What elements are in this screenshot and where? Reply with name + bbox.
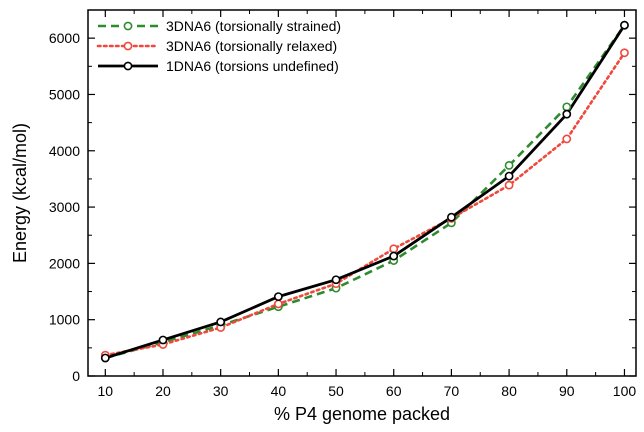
- data-point: [562, 109, 572, 119]
- series-line: [104, 51, 626, 357]
- series-markers: [100, 20, 629, 363]
- legend-marker: [123, 41, 133, 51]
- series-line: [104, 24, 626, 360]
- data-point: [562, 134, 572, 144]
- data-point: [389, 251, 399, 261]
- y-tick-label: 2000: [49, 255, 80, 271]
- x-axis-title: % P4 genome packed: [274, 404, 450, 424]
- data-point: [273, 299, 283, 309]
- legend: 3DNA6 (torsionally strained) 3DNA6 (torsi…: [96, 18, 341, 74]
- y-tick-label: 6000: [49, 30, 80, 46]
- data-point: [620, 48, 629, 58]
- data-point: [100, 353, 110, 363]
- x-tick-label: 90: [559, 383, 575, 399]
- x-tick-label: 60: [386, 383, 402, 399]
- y-tick-label: 0: [72, 368, 80, 384]
- y-axis-title: Energy (kcal/mol): [10, 123, 30, 263]
- axis-ticks: 10 20 30 40 50 60 70 80 90 1000100020003000400050…: [49, 9, 637, 399]
- data-point: [389, 244, 399, 254]
- data-point: [158, 335, 168, 345]
- series-line: [104, 24, 626, 360]
- data-point: [504, 180, 514, 190]
- legend-label: 1DNA6 (torsions undefined): [166, 58, 339, 74]
- x-tick-label: 80: [501, 383, 517, 399]
- data-point: [504, 161, 514, 170]
- x-tick-label: 20: [155, 383, 171, 399]
- y-tick-label: 1000: [49, 312, 80, 328]
- legend-marker: [123, 21, 133, 31]
- y-tick-label: 4000: [49, 143, 80, 159]
- y-tick-label: 5000: [49, 86, 80, 102]
- data-point: [216, 317, 226, 327]
- x-tick-label: 50: [328, 383, 344, 399]
- plot-area: [87, 9, 637, 377]
- data-point: [447, 212, 456, 222]
- legend-label: 3DNA6 (torsionally relaxed): [166, 38, 337, 54]
- data-point: [620, 20, 629, 30]
- legend-label: 3DNA6 (torsionally strained): [166, 18, 341, 34]
- legend-marker: [123, 61, 133, 71]
- data-point: [331, 275, 341, 285]
- data-point: [504, 171, 514, 181]
- x-tick-label: 70: [444, 383, 460, 399]
- x-tick-label: 30: [213, 383, 229, 399]
- data-point: [562, 102, 572, 112]
- x-tick-label: 100: [613, 383, 637, 399]
- data-point: [273, 292, 283, 302]
- y-tick-label: 3000: [49, 199, 80, 215]
- x-tick-label: 10: [98, 383, 114, 399]
- series-lines: [104, 24, 626, 360]
- x-tick-label: 40: [271, 383, 287, 399]
